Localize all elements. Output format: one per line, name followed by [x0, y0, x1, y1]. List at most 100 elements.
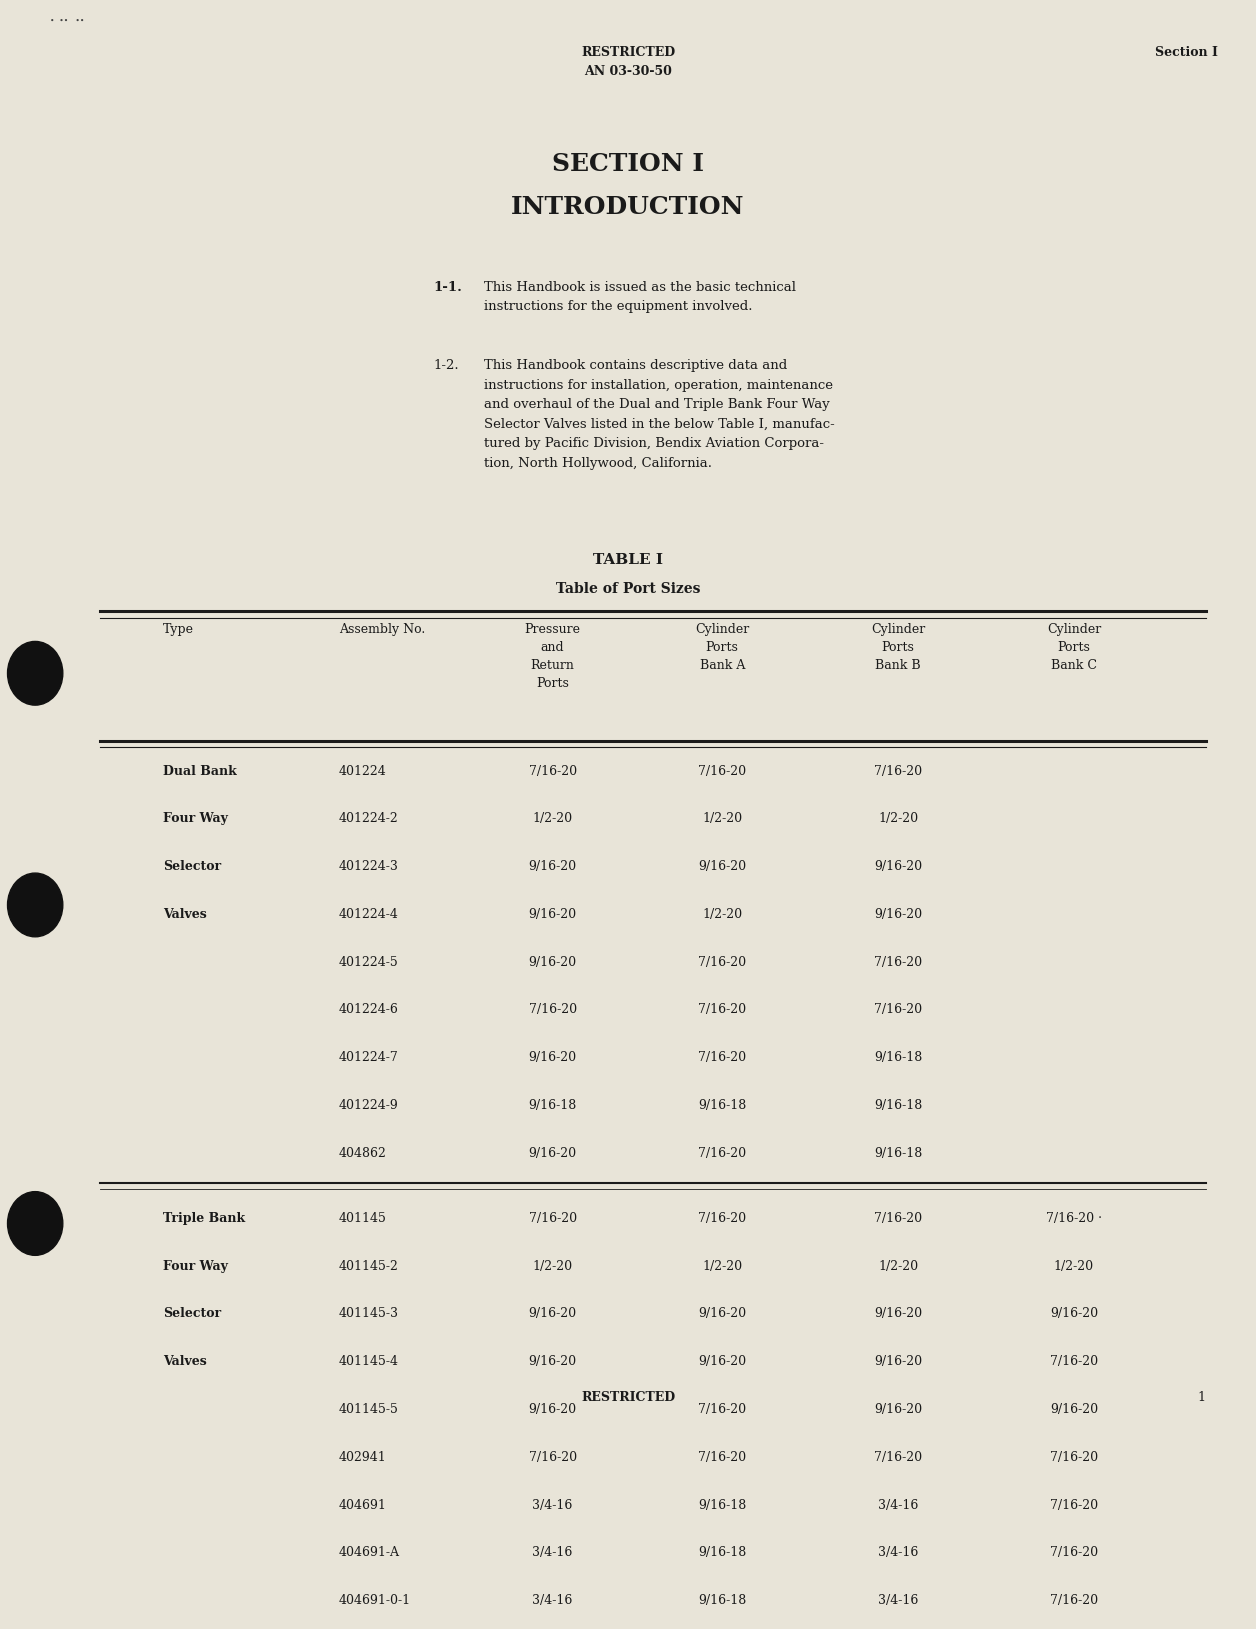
Text: Table of Port Sizes: Table of Port Sizes — [555, 582, 701, 596]
Text: 401224-9: 401224-9 — [339, 1100, 399, 1113]
Text: RESTRICTED: RESTRICTED — [582, 46, 674, 59]
Text: 402941: 402941 — [339, 1451, 387, 1464]
Text: 9/16-20: 9/16-20 — [529, 1051, 577, 1064]
Text: 1/2-20: 1/2-20 — [1054, 1259, 1094, 1272]
Text: 9/16-20: 9/16-20 — [698, 1308, 746, 1321]
Text: Pressure
and
Return
Ports: Pressure and Return Ports — [525, 622, 580, 689]
Text: TABLE I: TABLE I — [593, 554, 663, 567]
Text: 7/16-20: 7/16-20 — [874, 1451, 922, 1464]
Text: 9/16-18: 9/16-18 — [874, 1100, 922, 1113]
Text: 9/16-20: 9/16-20 — [874, 1308, 922, 1321]
Text: 401224-4: 401224-4 — [339, 907, 399, 920]
Text: 9/16-20: 9/16-20 — [874, 907, 922, 920]
Text: AN 03-30-50: AN 03-30-50 — [584, 65, 672, 78]
Text: 7/16-20: 7/16-20 — [698, 1451, 746, 1464]
Text: 7/16-20: 7/16-20 — [874, 956, 922, 969]
Text: This Handbook contains descriptive data and
instructions for installation, opera: This Handbook contains descriptive data … — [484, 358, 834, 469]
Text: 3/4-16: 3/4-16 — [533, 1595, 573, 1608]
Text: INTRODUCTION: INTRODUCTION — [511, 195, 745, 220]
Text: 1/2-20: 1/2-20 — [702, 907, 742, 920]
Text: 7/16-20: 7/16-20 — [529, 1003, 577, 1016]
Text: 401145-2: 401145-2 — [339, 1259, 399, 1272]
Text: 404691-A: 404691-A — [339, 1546, 401, 1559]
Text: 3/4-16: 3/4-16 — [878, 1499, 918, 1512]
Text: 401145-3: 401145-3 — [339, 1308, 399, 1321]
Text: 7/16-20: 7/16-20 — [874, 1212, 922, 1225]
Text: 9/16-20: 9/16-20 — [529, 1308, 577, 1321]
Text: 7/16-20: 7/16-20 — [1050, 1355, 1098, 1368]
Text: 1/2-20: 1/2-20 — [878, 1259, 918, 1272]
Text: 401224-6: 401224-6 — [339, 1003, 399, 1016]
Text: 404691: 404691 — [339, 1499, 387, 1512]
Text: 401224-5: 401224-5 — [339, 956, 399, 969]
Text: 401145-5: 401145-5 — [339, 1403, 399, 1416]
Text: Assembly No.: Assembly No. — [339, 622, 426, 635]
Circle shape — [8, 1192, 63, 1256]
Text: 9/16-20: 9/16-20 — [874, 1403, 922, 1416]
Text: 7/16-20: 7/16-20 — [1050, 1499, 1098, 1512]
Text: Selector: Selector — [163, 860, 221, 873]
Text: RESTRICTED: RESTRICTED — [582, 1391, 674, 1404]
Text: Triple Bank: Triple Bank — [163, 1212, 245, 1225]
Text: Valves: Valves — [163, 1355, 207, 1368]
Text: Cylinder
Ports
Bank A: Cylinder Ports Bank A — [695, 622, 750, 671]
Text: 7/16-20: 7/16-20 — [1050, 1546, 1098, 1559]
Text: 9/16-20: 9/16-20 — [1050, 1403, 1098, 1416]
Text: 7/16-20 ·: 7/16-20 · — [1046, 1212, 1102, 1225]
Text: 7/16-20: 7/16-20 — [1050, 1595, 1098, 1608]
Text: 9/16-18: 9/16-18 — [698, 1546, 746, 1559]
Text: 7/16-20: 7/16-20 — [529, 1451, 577, 1464]
Text: Four Way: Four Way — [163, 1259, 229, 1272]
Text: 3/4-16: 3/4-16 — [878, 1595, 918, 1608]
Text: 1/2-20: 1/2-20 — [702, 1259, 742, 1272]
Text: Cylinder
Ports
Bank B: Cylinder Ports Bank B — [870, 622, 926, 671]
Text: 9/16-18: 9/16-18 — [874, 1147, 922, 1160]
Text: 9/16-18: 9/16-18 — [874, 1051, 922, 1064]
Text: 401224-2: 401224-2 — [339, 813, 399, 826]
Text: 9/16-20: 9/16-20 — [529, 1355, 577, 1368]
Text: 9/16-20: 9/16-20 — [874, 860, 922, 873]
Text: 9/16-18: 9/16-18 — [698, 1499, 746, 1512]
Text: 9/16-18: 9/16-18 — [529, 1100, 577, 1113]
Circle shape — [8, 642, 63, 705]
Text: Valves: Valves — [163, 907, 207, 920]
Text: 9/16-20: 9/16-20 — [874, 1355, 922, 1368]
Text: 9/16-20: 9/16-20 — [529, 907, 577, 920]
Text: 9/16-20: 9/16-20 — [529, 1403, 577, 1416]
Text: 404691-0-1: 404691-0-1 — [339, 1595, 411, 1608]
Text: 401224: 401224 — [339, 764, 387, 777]
Text: 7/16-20: 7/16-20 — [698, 1403, 746, 1416]
Text: 7/16-20: 7/16-20 — [874, 764, 922, 777]
Text: 1/2-20: 1/2-20 — [533, 1259, 573, 1272]
Text: •  ••   ••: • •• •• — [50, 18, 84, 26]
Text: 7/16-20: 7/16-20 — [529, 764, 577, 777]
Text: 3/4-16: 3/4-16 — [533, 1546, 573, 1559]
Text: 3/4-16: 3/4-16 — [878, 1546, 918, 1559]
Text: 9/16-20: 9/16-20 — [698, 1355, 746, 1368]
Text: 9/16-20: 9/16-20 — [1050, 1308, 1098, 1321]
Text: 9/16-18: 9/16-18 — [698, 1595, 746, 1608]
Text: 7/16-20: 7/16-20 — [698, 1212, 746, 1225]
Text: 1-2.: 1-2. — [433, 358, 458, 371]
Text: 7/16-20: 7/16-20 — [529, 1212, 577, 1225]
Text: 1/2-20: 1/2-20 — [878, 813, 918, 826]
Text: Selector: Selector — [163, 1308, 221, 1321]
Text: 9/16-20: 9/16-20 — [529, 956, 577, 969]
Text: 7/16-20: 7/16-20 — [698, 1003, 746, 1016]
Text: 1/2-20: 1/2-20 — [702, 813, 742, 826]
Text: 7/16-20: 7/16-20 — [698, 1147, 746, 1160]
Text: Section I: Section I — [1156, 46, 1218, 59]
Text: 1-1.: 1-1. — [433, 280, 462, 293]
Text: 9/16-20: 9/16-20 — [529, 860, 577, 873]
Text: 7/16-20: 7/16-20 — [1050, 1451, 1098, 1464]
Text: This Handbook is issued as the basic technical
instructions for the equipment in: This Handbook is issued as the basic tec… — [484, 280, 795, 313]
Circle shape — [8, 873, 63, 937]
Text: 401224-7: 401224-7 — [339, 1051, 399, 1064]
Text: 7/16-20: 7/16-20 — [698, 1051, 746, 1064]
Text: 3/4-16: 3/4-16 — [533, 1499, 573, 1512]
Text: 404862: 404862 — [339, 1147, 387, 1160]
Text: 1/2-20: 1/2-20 — [533, 813, 573, 826]
Text: 7/16-20: 7/16-20 — [698, 956, 746, 969]
Text: 401224-3: 401224-3 — [339, 860, 399, 873]
Text: 7/16-20: 7/16-20 — [698, 764, 746, 777]
